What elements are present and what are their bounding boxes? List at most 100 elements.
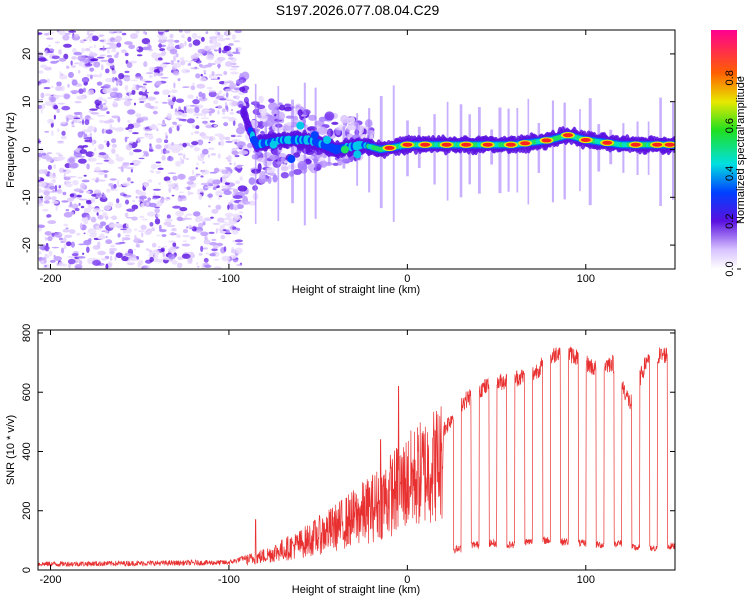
spectrogram-noise-cell (128, 151, 134, 156)
spectrogram-noise-cell (217, 105, 223, 109)
spectrogram-noise-cell (169, 48, 178, 55)
spectrogram-noise-cell (224, 61, 233, 67)
spectrogram-noise-cell (161, 234, 167, 237)
spectrogram-noise-cell (210, 153, 217, 156)
spectrogram-noise-cell (93, 147, 97, 152)
spectrogram-noise-cell (61, 130, 66, 136)
spectrogram-noise-cell (224, 182, 230, 186)
spectrogram-noise-cell (109, 91, 115, 96)
spectrogram-noise-cell (97, 235, 106, 240)
spectrogram-noise-cell (63, 43, 72, 48)
spectrogram-noise-cell (212, 186, 217, 191)
spectrogram-noise-cell (63, 223, 69, 227)
spectrogram-noise-cell (88, 117, 95, 120)
spectrogram-noise-cell (88, 238, 92, 242)
spectrogram-noise-cell (228, 43, 234, 46)
spectrogram-noise-cell (212, 179, 221, 185)
spectrogram-noise-cell (196, 188, 206, 193)
spectrogram-noise-cell (174, 63, 178, 69)
colorbar-tick-label: 0.2 (724, 214, 736, 229)
spectrogram-noise-cell (47, 184, 53, 187)
spectrogram-noise-cell (43, 190, 50, 196)
spectrogram-noise-cell (47, 220, 57, 225)
spectrogram-noise-cell (162, 251, 165, 257)
spectrogram-noise-cell (189, 252, 195, 259)
spectrogram-noise-cell (107, 57, 115, 64)
spectrogram-noise-cell (228, 116, 236, 122)
spectrogram-noise-cell (221, 255, 231, 262)
spectrogram-noise-cell (157, 245, 161, 249)
spectrogram-transition-cell (259, 170, 266, 180)
spectrogram-noise-cell (48, 250, 53, 257)
spectrogram-noise-cell (130, 168, 133, 173)
spectrogram-noise-cell (51, 246, 59, 249)
spectrogram-transition-cell (236, 164, 242, 169)
spectrogram-x-ticks: -200 -100 0 100 (39, 30, 595, 285)
spectrogram-noise-cell (150, 163, 157, 170)
spectrogram-transition-cell (251, 154, 258, 160)
spectrogram-noise-cell (106, 140, 110, 148)
spectrogram-noise-cell (128, 128, 133, 133)
spectrogram-noise-cell (121, 182, 131, 187)
spectrogram-noise-cell (76, 95, 85, 100)
spectrogram-noise-cell (120, 165, 124, 172)
spectrogram-noise-cell (215, 34, 224, 39)
spectrogram-noise-cell (148, 74, 153, 79)
spectrogram-noise-cell (61, 105, 71, 111)
spectrogram-noise-cell (124, 41, 133, 45)
spectrogram-noise-cell (74, 33, 79, 38)
spectrogram-noise-cell (133, 249, 136, 251)
spectrogram-noise-cell (57, 140, 64, 143)
spectrogram-noise-cell (67, 83, 70, 88)
spectrogram-noise-cell (218, 134, 225, 141)
spectrogram-noise-cell (84, 48, 91, 52)
spectrogram-noise-cell (100, 64, 104, 71)
spectrogram-noise-cell (87, 257, 94, 265)
spectrogram-noise-cell (124, 212, 129, 218)
spectrogram-noise-cell (197, 265, 200, 268)
spectrogram-noise-cell (130, 181, 134, 184)
snr-x-ticks: -200 -100 0 100 (39, 330, 595, 586)
spectrogram-noise-cell (151, 242, 157, 248)
spectrogram-hotspot (461, 142, 472, 147)
spectrogram-noise-cell (120, 49, 127, 54)
spectrogram-noise-cell (148, 202, 157, 208)
snr-panel: -200 -100 0 100 0 200 400 600 800 Height of str… (5, 324, 676, 596)
spectrogram-noise-cell (224, 88, 234, 92)
spectrogram-transition-cell (280, 165, 289, 172)
spectrogram-noise-cell (135, 123, 139, 128)
spectrogram-transition-cell (307, 126, 317, 132)
spectrogram-noise-cell (76, 194, 82, 198)
colorbar-tick-label: 0.8 (724, 70, 736, 85)
spectrogram-noise-cell (83, 134, 88, 139)
spectrogram-noise-cell (143, 61, 148, 68)
spectrogram-noise-cell (83, 48, 87, 52)
spectrogram-hotspot (520, 141, 531, 146)
spectrogram-noise-cell (218, 90, 223, 95)
spectrogram-noise-cell (38, 104, 43, 110)
spectrogram-noise-cell (136, 47, 139, 50)
spectrogram-noise-cell (179, 206, 188, 212)
spectrogram-noise-cell (115, 242, 123, 245)
spectrogram-noise-cell (203, 257, 209, 263)
spectrogram-noise-cell (184, 40, 187, 47)
spectrogram-noise-cell (42, 245, 45, 251)
spectrogram-noise-cell (183, 106, 187, 112)
spectrogram-noise-cell (109, 43, 119, 50)
spectrogram-noise-cell (95, 162, 103, 165)
spectrogram-noise-cell (86, 31, 90, 36)
spectrogram-noise-cell (141, 86, 146, 89)
spectrogram-noise-cell (112, 100, 117, 105)
spectrogram-noise-cell (141, 232, 144, 238)
spectrogram-noise-cell (141, 218, 148, 221)
spectrogram-transition-cell (276, 111, 286, 120)
spectrogram-noise-cell (94, 166, 101, 172)
spectrogram-noise-cell (141, 37, 151, 45)
spectrogram-transition-cell (308, 155, 315, 160)
spectrogram-noise-cell (161, 101, 169, 104)
spectrogram-noise-cell (203, 51, 213, 53)
spectrogram-noise-cell (149, 124, 158, 130)
spectrogram-noise-cell (143, 129, 152, 132)
spectrogram-noise-cell (87, 61, 91, 66)
spectrogram-noise-cell (221, 116, 230, 119)
